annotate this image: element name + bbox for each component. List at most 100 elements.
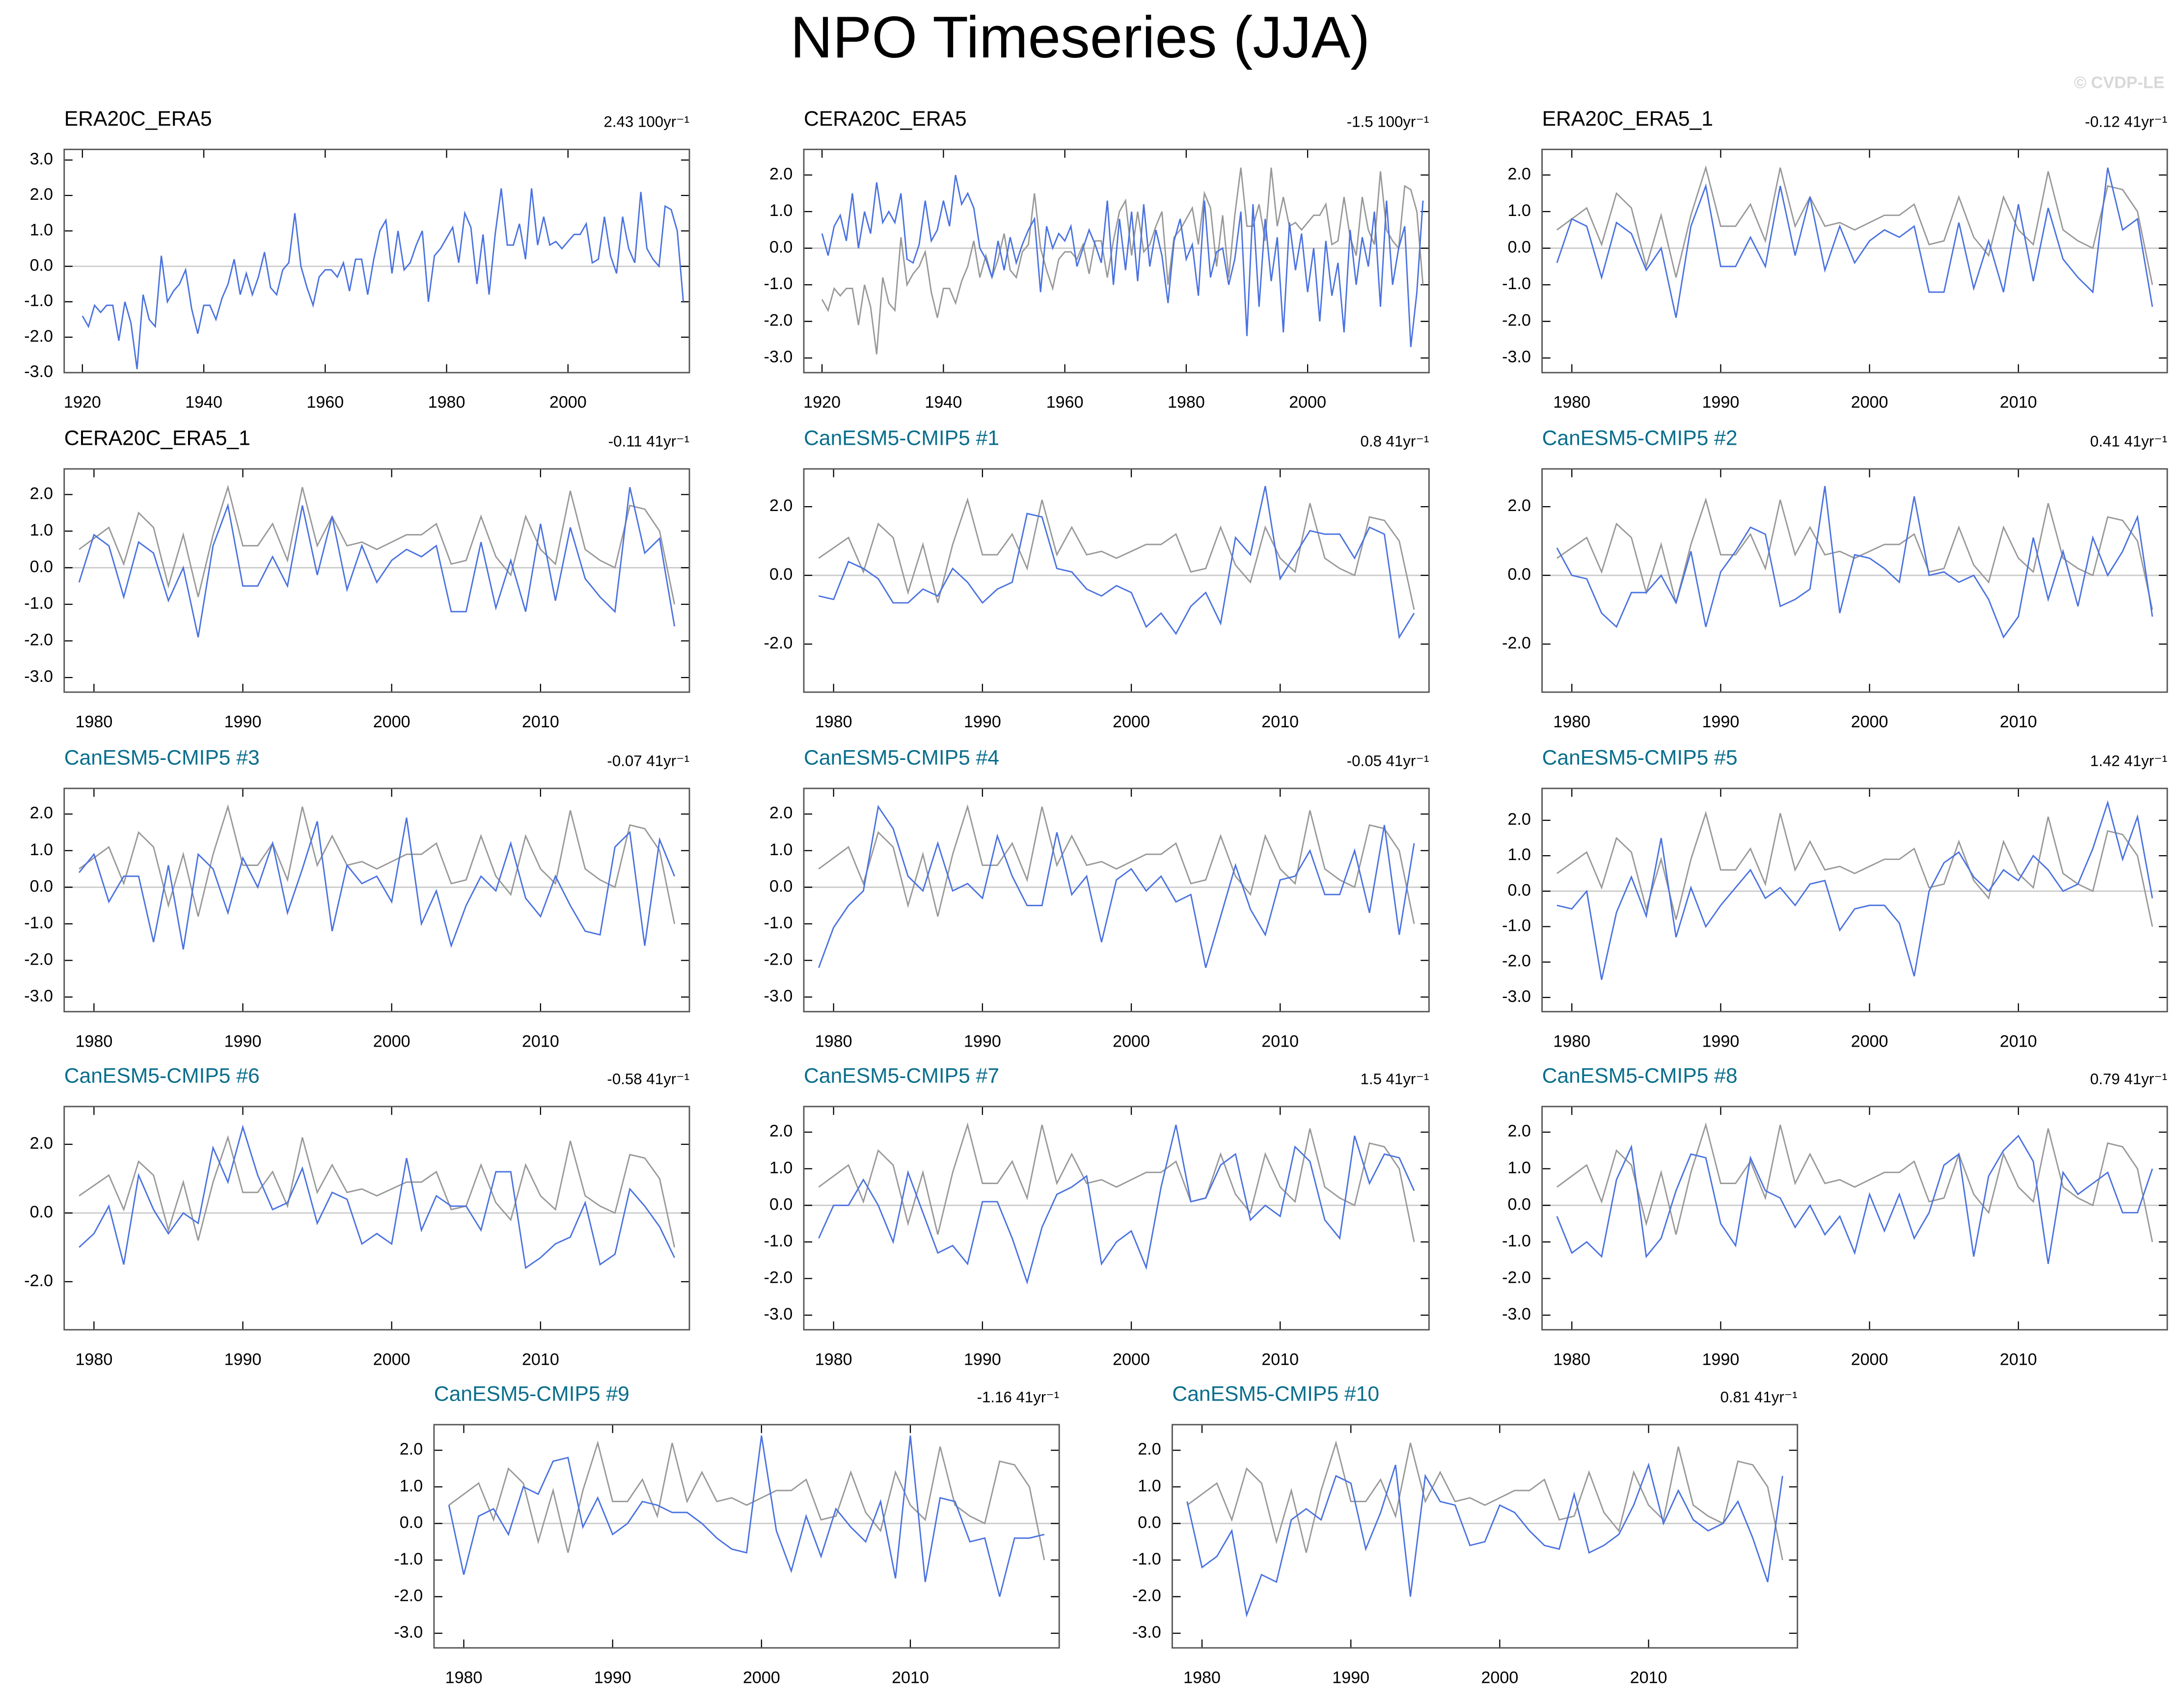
y-tick-label: 1.0 (769, 840, 792, 859)
x-tick-label: 2000 (1113, 1350, 1150, 1369)
x-tick-label: 1980 (1183, 1668, 1221, 1687)
x-tick-label: 1990 (224, 712, 262, 731)
y-tick-label: 1.0 (769, 1159, 792, 1177)
series-line (1186, 1440, 1783, 1561)
trend-annotation: -0.58 41yr⁻¹ (607, 1070, 689, 1087)
x-tick-label: 2000 (1851, 393, 1888, 412)
trend-annotation: 0.8 41yr⁻¹ (1361, 432, 1429, 450)
y-tick-label: 2.0 (1507, 1122, 1530, 1140)
y-tick-label: -3.0 (1502, 987, 1531, 1006)
series-line (1556, 810, 2153, 927)
x-tick-label: 1990 (964, 1032, 1001, 1051)
trend-annotation: 0.41 41yr⁻¹ (2090, 432, 2167, 450)
y-tick-label: 1.0 (400, 1477, 423, 1495)
series-line (79, 485, 676, 605)
y-tick-label: 0.0 (1507, 238, 1530, 257)
y-tick-label: 0.0 (1507, 565, 1530, 584)
series-line (818, 804, 1415, 924)
y-tick-label: 2.0 (1507, 165, 1530, 184)
panel-title: CanESM5-CMIP5 #1 (804, 427, 999, 450)
series-line (448, 1440, 1045, 1561)
series-line (448, 1435, 1045, 1597)
series-line (818, 1124, 1415, 1285)
x-tick-label: 1980 (1553, 1350, 1590, 1369)
y-tick-label: -1.0 (394, 1550, 423, 1568)
y-tick-label: -3.0 (24, 987, 53, 1005)
plot-frame (63, 1106, 690, 1331)
y-tick-label: 0.0 (769, 877, 792, 895)
trend-annotation: -0.07 41yr⁻¹ (607, 752, 689, 769)
x-tick-label: 1960 (1046, 393, 1084, 412)
y-tick-label: -1.0 (1502, 274, 1531, 293)
y-tick-label: -3.0 (764, 987, 793, 1005)
y-tick-label: -2.0 (1502, 311, 1531, 330)
series-line (78, 487, 676, 638)
panel-title: CanESM5-CMIP5 #5 (1542, 746, 1738, 770)
panel-title: CERA20C_ERA5_1 (64, 427, 250, 450)
x-tick-label: 2000 (743, 1668, 780, 1687)
x-tick-label: 2000 (1481, 1668, 1518, 1687)
x-tick-label: 2010 (522, 1350, 559, 1369)
y-tick-label: 1.0 (30, 840, 53, 859)
x-tick-label: 1980 (75, 712, 112, 731)
y-tick-label: 2.0 (30, 484, 53, 503)
y-tick-label: -2.0 (394, 1586, 423, 1605)
panel-title: CanESM5-CMIP5 #8 (1542, 1064, 1738, 1088)
x-tick-label: 1980 (815, 712, 852, 731)
x-tick-label: 1980 (428, 393, 465, 412)
x-tick-label: 2010 (2000, 393, 2037, 412)
plot-frame (63, 787, 690, 1013)
plot-frame (1541, 787, 2168, 1013)
y-tick-label: -3.0 (764, 1305, 793, 1323)
x-tick-label: 1960 (306, 393, 344, 412)
series-line (818, 805, 1415, 968)
y-tick-label: 2.0 (769, 1122, 792, 1140)
series-line (1556, 800, 2153, 980)
x-tick-label: 2010 (522, 712, 559, 731)
trend-annotation: -0.05 41yr⁻¹ (1347, 752, 1429, 769)
plot-frame (1172, 1424, 1799, 1649)
y-tick-label: 0.0 (1507, 1195, 1530, 1214)
x-tick-label: 2010 (2000, 1350, 2037, 1369)
x-tick-label: 1980 (1553, 393, 1590, 412)
series-line (1186, 1462, 1783, 1618)
trend-annotation: -0.12 41yr⁻¹ (2085, 113, 2167, 131)
y-tick-label: 2.0 (769, 165, 792, 184)
plot-frame (1541, 468, 2168, 693)
x-tick-label: 1990 (1702, 393, 1739, 412)
series-line (1556, 1122, 2153, 1242)
y-tick-label: 1.0 (1507, 201, 1530, 220)
x-tick-label: 2010 (2000, 1032, 2037, 1051)
y-tick-label: -3.0 (24, 667, 53, 686)
series-line (818, 497, 1415, 610)
x-tick-label: 1980 (815, 1032, 852, 1051)
y-tick-label: -1.0 (764, 1232, 793, 1250)
x-tick-label: 1920 (803, 393, 841, 412)
trend-annotation: -1.16 41yr⁻¹ (977, 1388, 1060, 1405)
panel-title: CanESM5-CMIP5 #3 (64, 746, 260, 770)
y-tick-label: -1.0 (1502, 1232, 1531, 1250)
x-tick-label: 2010 (1261, 712, 1299, 731)
panel-title: CanESM5-CMIP5 #9 (434, 1382, 629, 1406)
y-tick-label: -2.0 (24, 327, 53, 346)
y-tick-label: -2.0 (1502, 634, 1531, 652)
series-line (821, 167, 1424, 354)
panel-title: CanESM5-CMIP5 #6 (64, 1064, 260, 1088)
y-tick-label: -1.0 (1502, 917, 1531, 935)
y-tick-label: 0.0 (769, 565, 792, 584)
series-line (819, 486, 1415, 640)
x-tick-label: 2000 (549, 393, 587, 412)
trend-annotation: 1.5 41yr⁻¹ (1361, 1070, 1429, 1087)
y-tick-label: -3.0 (1132, 1623, 1161, 1642)
plot-frame (1541, 148, 2168, 374)
x-tick-label: 2010 (2000, 712, 2037, 731)
y-tick-label: 2.0 (1507, 810, 1530, 829)
plot-frame (433, 1424, 1060, 1649)
trend-annotation: -1.5 100yr⁻¹ (1347, 113, 1429, 131)
x-tick-label: 1940 (925, 393, 962, 412)
x-tick-label: 2000 (1113, 712, 1150, 731)
credit: © CVDP-LE (2074, 74, 2164, 92)
series-line (79, 1124, 675, 1269)
y-tick-label: 2.0 (1138, 1440, 1161, 1458)
